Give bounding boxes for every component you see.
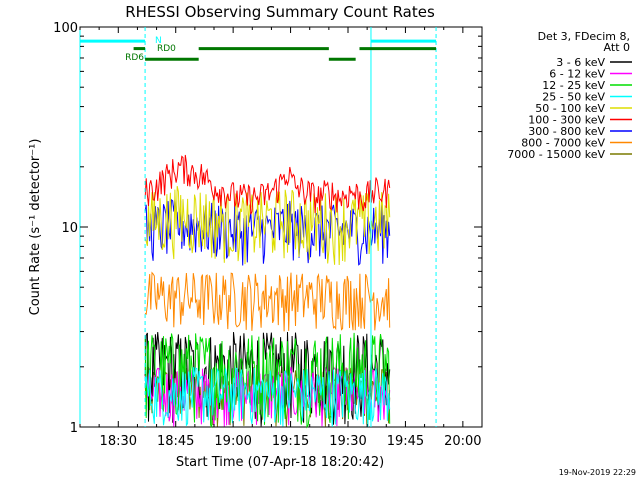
y-tick-label: 10 (61, 221, 78, 236)
series-trace (144, 185, 391, 266)
legend-entry-label: 3 - 6 keV (556, 56, 605, 69)
x-tick-label: 18:45 (157, 434, 194, 449)
series-25-50-kev (144, 366, 391, 427)
chart-title: RHESSI Observing Summary Count Rates (125, 3, 435, 21)
x-tick-label: 19:30 (329, 434, 366, 449)
flag-label-n: N (155, 36, 162, 46)
legend-entry-label: 800 - 7000 keV (521, 137, 605, 150)
legend-entry-label: 300 - 800 keV (528, 125, 605, 138)
flag-label-rd6: RD6 (125, 53, 144, 63)
series-trace (144, 366, 391, 427)
legend-entry-label: 100 - 300 keV (528, 114, 605, 127)
series-800-7000-kev (144, 271, 391, 332)
data-layer (144, 154, 391, 429)
series-100-300-kev (144, 154, 391, 215)
legend-header-line-2: Att 0 (604, 41, 630, 54)
legend-entry-label: 6 - 12 keV (549, 68, 605, 81)
legend-entry-label: 7000 - 15000 keV (507, 148, 605, 161)
series-50-100-kev (144, 185, 391, 266)
x-tick-label: 19:45 (387, 434, 424, 449)
legend-entry-label: 50 - 100 keV (535, 102, 605, 115)
flag-label-rd0: RD0 (157, 44, 176, 54)
x-tick-label: 20:00 (444, 434, 481, 449)
series-trace (144, 271, 391, 332)
legend-entry-label: 12 - 25 keV (542, 79, 605, 92)
y-tick-label: 100 (53, 21, 78, 36)
timestamp: 19-Nov-2019 22:29 (559, 468, 636, 477)
y-tick-label: 1 (70, 421, 78, 436)
x-axis-label: Start Time (07-Apr-18 18:20:42) (176, 455, 384, 470)
legend-entry-label: 25 - 50 keV (542, 91, 605, 104)
y-axis-label: Count Rate (s⁻¹ detector⁻¹) (28, 139, 43, 316)
axes-layer: 18:30 18:45 19:00 19:15 19:30 19:45 20:00 1 10 10… (53, 21, 483, 449)
x-tick-label: 19:00 (214, 434, 251, 449)
series-trace (144, 154, 391, 215)
legend-header-line-1: Det 3, FDecim 8, (538, 30, 630, 43)
x-tick-label: 19:15 (272, 434, 309, 449)
x-tick-label: 18:30 (100, 434, 137, 449)
